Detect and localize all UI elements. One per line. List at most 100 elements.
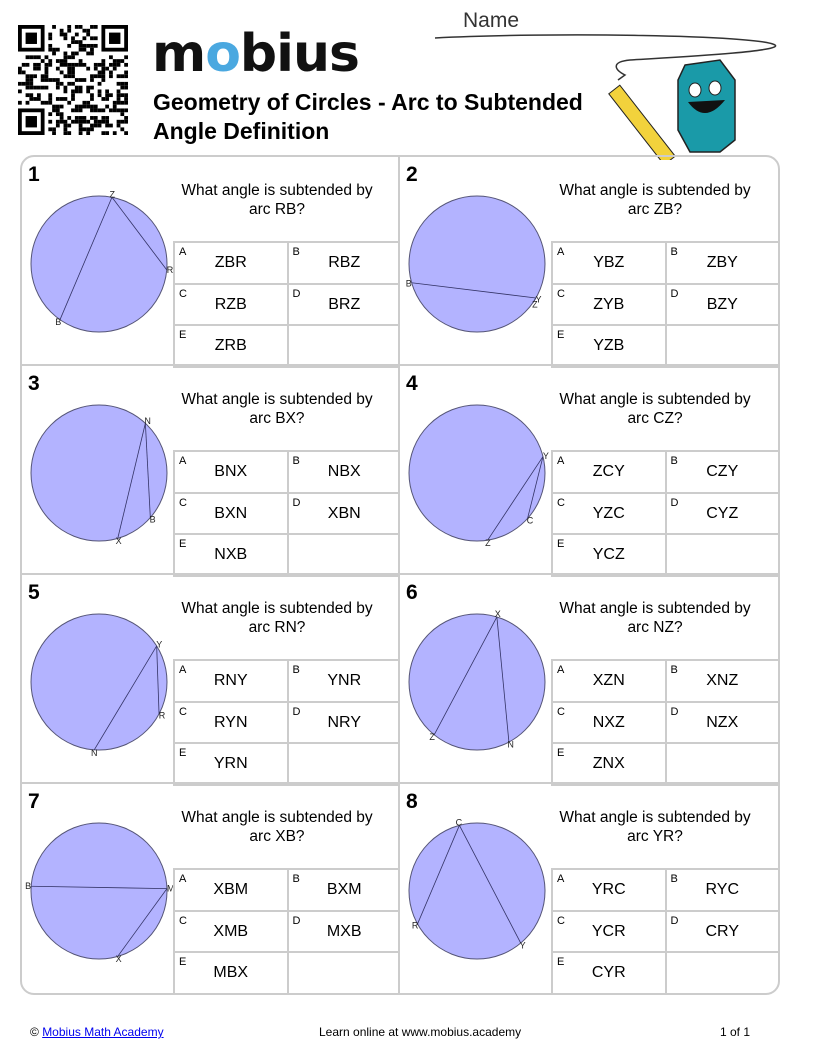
option-text: ZCY [592,463,625,480]
answer-option-d[interactable]: D MXB [286,911,400,953]
answer-option-b[interactable]: B ZBY [664,243,778,285]
problem-8: 8 C R Y What angle is subtended by arc YR? A Y… [400,784,778,993]
answer-option-a[interactable]: A YRC [551,870,665,912]
answer-option-a[interactable]: A BNX [173,452,287,494]
mobius-link[interactable]: Mobius Math Academy [42,1025,164,1039]
answer-option-a[interactable]: A RNY [173,661,287,703]
circle [30,822,168,960]
point-label: B [25,881,31,891]
answer-option-e[interactable]: E CYR [551,953,665,993]
answer-option-b[interactable]: B NBX [286,452,400,494]
answer-options: A YRC B RYC C YCR D CRY E CYR [551,868,778,993]
option-letter: A [557,873,565,885]
answer-option-c[interactable]: C YZC [551,493,665,535]
empty-option-cell [286,535,400,577]
option-letter: A [557,246,565,258]
answer-option-c[interactable]: C XMB [173,911,287,953]
chord-YC [527,456,544,519]
answer-option-b[interactable]: B RBZ [286,243,400,285]
option-letter: E [179,747,187,759]
option-text: XNZ [706,672,739,689]
option-letter: B [670,246,678,258]
answer-option-a[interactable]: A ZBR [173,243,287,285]
answer-option-d[interactable]: D CRY [664,911,778,953]
option-text: YCR [591,922,626,940]
answer-options: A BNX B NBX C BXN D XBN E NXB [173,450,400,577]
point-label: R [412,920,419,930]
answer-option-e[interactable]: E MBX [173,953,287,993]
chord-CY [459,825,522,944]
answer-option-d[interactable]: D NZX [664,702,778,744]
answer-options: A RNY B YNR C RYN D NRY E YRN [173,659,400,786]
problem-7: 7 B M X What angle is subtended by arc XB? A X… [22,784,400,993]
answer-option-e[interactable]: E NXB [173,535,287,577]
answer-option-a[interactable]: A YBZ [551,243,665,285]
option-letter: D [670,496,679,509]
footer-center: Learn online at www.mobius.academy [319,1025,522,1039]
answer-option-c[interactable]: C NXZ [551,702,665,744]
answer-option-d[interactable]: D BZY [664,284,778,326]
option-text: YRN [213,755,248,772]
problem-6: 6 X Z N What angle is subtended by arc NZ? A X… [400,575,778,786]
answer-option-d[interactable]: D BRZ [286,284,400,326]
option-letter: C [179,496,187,509]
answer-option-a[interactable]: A XBM [173,870,287,912]
question-text: What angle is subtended by arc YR? [559,809,751,845]
circle [30,195,168,333]
answer-option-c[interactable]: C RYN [173,702,287,744]
chord-YR [156,645,160,714]
circle [30,404,168,542]
point-label: Z [429,732,435,742]
answer-option-a[interactable]: A XZN [551,661,665,703]
point-label: Y [520,940,526,950]
point-label: X [495,609,501,619]
answer-option-d[interactable]: D NRY [286,702,400,744]
page-title: Geometry of Circles - Arc to Subtended A… [153,89,583,144]
circle [408,613,546,751]
empty-option-cell [286,953,400,993]
option-text: CYZ [706,504,739,522]
problem-number: 6 [406,581,418,604]
option-letter: B [670,873,678,885]
circle-diagram: B M X [25,822,174,964]
answer-option-c[interactable]: C YCR [551,911,665,953]
option-text: NXB [214,546,248,563]
empty-option-cell [664,326,778,368]
answer-option-b[interactable]: B CZY [664,452,778,494]
option-letter: A [557,664,565,676]
point-label: R [159,710,166,720]
option-text: CYR [591,964,626,981]
option-letter: E [557,329,565,341]
answer-option-c[interactable]: C ZYB [551,284,665,326]
option-text: XZN [592,672,625,689]
answer-option-b[interactable]: B YNR [286,661,400,703]
point-label: N [144,416,151,426]
option-text: XBM [213,881,249,898]
option-letter: D [292,705,301,718]
mascot-illustration [434,34,776,160]
empty-option-cell [286,326,400,368]
answer-option-d[interactable]: D XBN [286,493,400,535]
answer-option-e[interactable]: E ZRB [173,326,287,368]
problem-3: 3 N B X What angle is subtended by arc BX? A B… [22,366,400,577]
answer-options: A ZBR B RBZ C RZB D BRZ E ZRB [173,241,400,368]
answer-option-c[interactable]: C BXN [173,493,287,535]
answer-option-c[interactable]: C RZB [173,284,287,326]
chord-BM [31,885,167,890]
answer-options: A YBZ B ZBY C ZYB D BZY E YZB [551,241,778,368]
option-letter: C [557,914,565,927]
answer-option-e[interactable]: E YZB [551,326,665,368]
answer-option-b[interactable]: B XNZ [664,661,778,703]
circle-diagram: Z R B [30,189,174,333]
point-label: X [116,954,122,964]
chord-MX [117,888,168,957]
answer-option-e[interactable]: E YRN [173,744,287,786]
point-label: N [91,748,98,758]
answer-option-b[interactable]: B RYC [664,870,778,912]
answer-options: A XZN B XNZ C NXZ D NZX E ZNX [551,659,778,786]
answer-option-a[interactable]: A ZCY [551,452,665,494]
answer-option-b[interactable]: B BXM [286,870,400,912]
answer-option-d[interactable]: D CYZ [664,493,778,535]
answer-option-e[interactable]: E ZNX [551,744,665,786]
answer-option-e[interactable]: E YCZ [551,535,665,577]
